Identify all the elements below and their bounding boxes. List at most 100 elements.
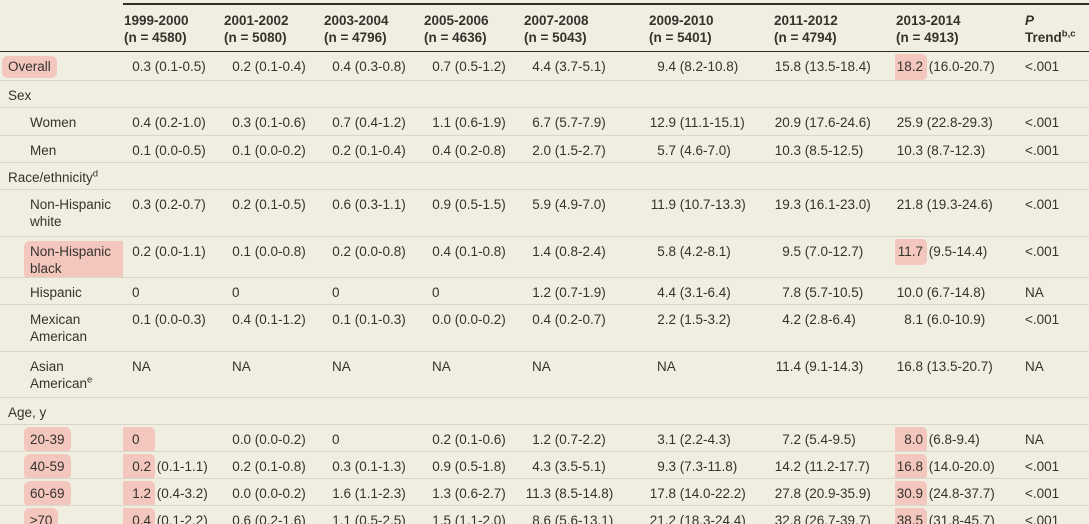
highlight-mark: Non-Hispanic black — [24, 241, 123, 277]
cell-estimate: 1.6 — [332, 486, 351, 501]
cell-estimate: 0.6 — [332, 197, 351, 212]
confidence-interval: (0.1-1.2) — [254, 312, 306, 327]
cell-estimate: 10.3 — [774, 143, 801, 158]
value-cell: 7.2 (5.4-9.5) — [773, 424, 895, 452]
table-body: Overall 0.3 (0.1-0.5) 0.2 (0.1-0.4) 0.4 (0.… — [0, 51, 1089, 524]
cell-estimate: 0.1 — [132, 143, 151, 158]
value-cell: 27.8 (20.9-35.9) — [773, 478, 895, 506]
value-cell: 38.5 (31.8-45.7) — [895, 505, 1020, 524]
value-cell: 0.1 (0.1-0.3) — [323, 304, 423, 352]
cell-estimate: 11.9 — [650, 197, 676, 212]
cell-estimate: 0.2 — [332, 143, 351, 158]
value-cell: 0.0 (0.0-0.2) — [223, 478, 323, 506]
confidence-interval: (11.1-15.1) — [679, 115, 745, 130]
cell-estimate: 6.7 — [532, 115, 551, 130]
value-cell: 0.4 (0.2-1.0) — [123, 107, 223, 136]
highlight-mark: 1.2 — [123, 481, 155, 505]
confidence-interval: (0.0-0.8) — [254, 244, 306, 259]
confidence-interval: (7.0-12.7) — [804, 244, 864, 259]
row-label-cell: 20-39 — [0, 424, 123, 452]
header-year-label: 2007-2008 — [524, 13, 589, 28]
confidence-interval: (6.8-9.4) — [928, 432, 980, 447]
cell-estimate: 2.2 — [657, 312, 676, 327]
p-trend-cell: NA — [1020, 351, 1089, 398]
value-cell: 0.1 (0.0-0.8) — [223, 236, 323, 278]
cell-value: NA — [432, 359, 451, 374]
cell-estimate: 0.2 — [432, 432, 451, 447]
confidence-interval: (3.1-6.4) — [679, 285, 731, 300]
confidence-interval: (11.2-17.7) — [804, 459, 870, 474]
confidence-interval: (0.1-0.4) — [354, 143, 406, 158]
confidence-interval: (0.4-3.2) — [156, 486, 208, 501]
confidence-interval: (0.5-1.2) — [454, 59, 506, 74]
cell-estimate: 27.8 — [774, 486, 801, 501]
prevalence-table: 1999-2000 (n = 4580) 2001-2002 (n = 5080) 20… — [0, 3, 1089, 524]
confidence-interval: (0.1-0.3) — [354, 312, 406, 327]
header-year-label: 2001-2002 — [224, 13, 289, 28]
value-cell: 0.4 (0.1-0.8) — [423, 236, 523, 278]
row-label: Women — [30, 115, 77, 130]
value-cell: 20.9 (17.6-24.6) — [773, 107, 895, 136]
cell-estimate: 0.2 — [232, 197, 251, 212]
highlight-mark: 60-69 — [24, 481, 71, 505]
table-row: Women 0.4 (0.2-1.0) 0.3 (0.1-0.6) 0.7 (0.4-… — [0, 107, 1089, 136]
row-label-cell: Non-Hispanic black — [0, 236, 123, 278]
cell-estimate: 32.8 — [774, 513, 801, 524]
p-trend-cell: <.001 — [1020, 451, 1089, 479]
header-year-2013-2014: 2013-2014 (n = 4913) — [895, 3, 1020, 52]
confidence-interval: (0.1-1.3) — [354, 459, 406, 474]
confidence-interval: (4.6-7.0) — [679, 143, 731, 158]
confidence-interval: (26.7-39.7) — [804, 513, 871, 524]
value-cell: 1.3 (0.6-2.7) — [423, 478, 523, 506]
header-empty-cell — [0, 4, 123, 52]
row-label-cell: Non-Hispanic white — [0, 189, 123, 237]
header-year-label: 2011-2012 — [774, 13, 838, 28]
highlight-mark: 0.4 — [123, 508, 155, 524]
confidence-interval: (0.0-0.8) — [354, 244, 406, 259]
value-cell: 7.8 (5.7-10.5) — [773, 277, 895, 305]
confidence-interval: (0.0-0.2) — [254, 486, 306, 501]
highlight-mark: 40-59 — [24, 454, 71, 478]
value-cell: 1.5 (1.1-2.0) — [423, 505, 523, 524]
value-cell: 1.6 (1.1-2.3) — [323, 478, 423, 506]
table-row: Asian Americane NA NA NA NA NA NA 11.4 (9.1-14.… — [0, 351, 1089, 398]
cell-value: NA — [532, 359, 551, 374]
header-n-label: (n = 5043) — [524, 30, 587, 45]
value-cell: 0.3 (0.1-0.5) — [123, 51, 223, 81]
value-cell: 0 — [323, 277, 423, 305]
cell-estimate: 0.7 — [432, 59, 451, 74]
p-trend-cell: <.001 — [1020, 505, 1089, 524]
confidence-interval: (14.0-22.2) — [679, 486, 746, 501]
confidence-interval: (8.5-14.8) — [554, 486, 614, 501]
cell-value: 0 — [332, 432, 340, 447]
highlight-mark: 8.0 — [895, 427, 927, 451]
cell-estimate: 1.2 — [532, 432, 551, 447]
row-label-cell: 40-59 — [0, 451, 123, 479]
trend-label: Trend — [1025, 30, 1062, 45]
cell-estimate: 1.2 — [532, 285, 551, 300]
table-row: Hispanic 0 0 0 0 1.2 (0.7-1.9) 4.4 (3.1-6.4) 7.… — [0, 277, 1089, 305]
confidence-interval: (16.1-23.0) — [804, 197, 871, 212]
cell-estimate: 4.3 — [532, 459, 551, 474]
confidence-interval: (9.5-14.4) — [928, 244, 988, 259]
value-cell: 1.2 (0.7-2.2) — [523, 424, 648, 452]
value-cell: 9.5 (7.0-12.7) — [773, 236, 895, 278]
cell-estimate: 25.9 — [896, 115, 923, 130]
cell-estimate: 0.1 — [332, 312, 351, 327]
confidence-interval: (3.5-5.1) — [554, 459, 606, 474]
confidence-interval: (16.0-20.7) — [928, 59, 995, 74]
cell-estimate: 0.9 — [432, 197, 451, 212]
confidence-interval: (6.7-14.8) — [926, 285, 986, 300]
cell-estimate: 9.5 — [782, 244, 801, 259]
cell-estimate: 4.2 — [782, 312, 801, 327]
value-cell: 0.6 (0.3-1.1) — [323, 189, 423, 237]
cell-estimate: 8.6 — [532, 513, 551, 524]
highlight-mark: 18.2 — [895, 54, 927, 80]
value-cell: 1.2 (0.4-3.2) — [123, 478, 223, 506]
value-cell: 11.7 (9.5-14.4) — [895, 236, 1020, 278]
cell-estimate: 0.1 — [232, 143, 251, 158]
cell-estimate: 5.8 — [657, 244, 676, 259]
value-cell: 0.0 (0.0-0.2) — [223, 424, 323, 452]
cell-estimate: 4.4 — [532, 59, 551, 74]
value-cell: 2.0 (1.5-2.7) — [523, 135, 648, 163]
